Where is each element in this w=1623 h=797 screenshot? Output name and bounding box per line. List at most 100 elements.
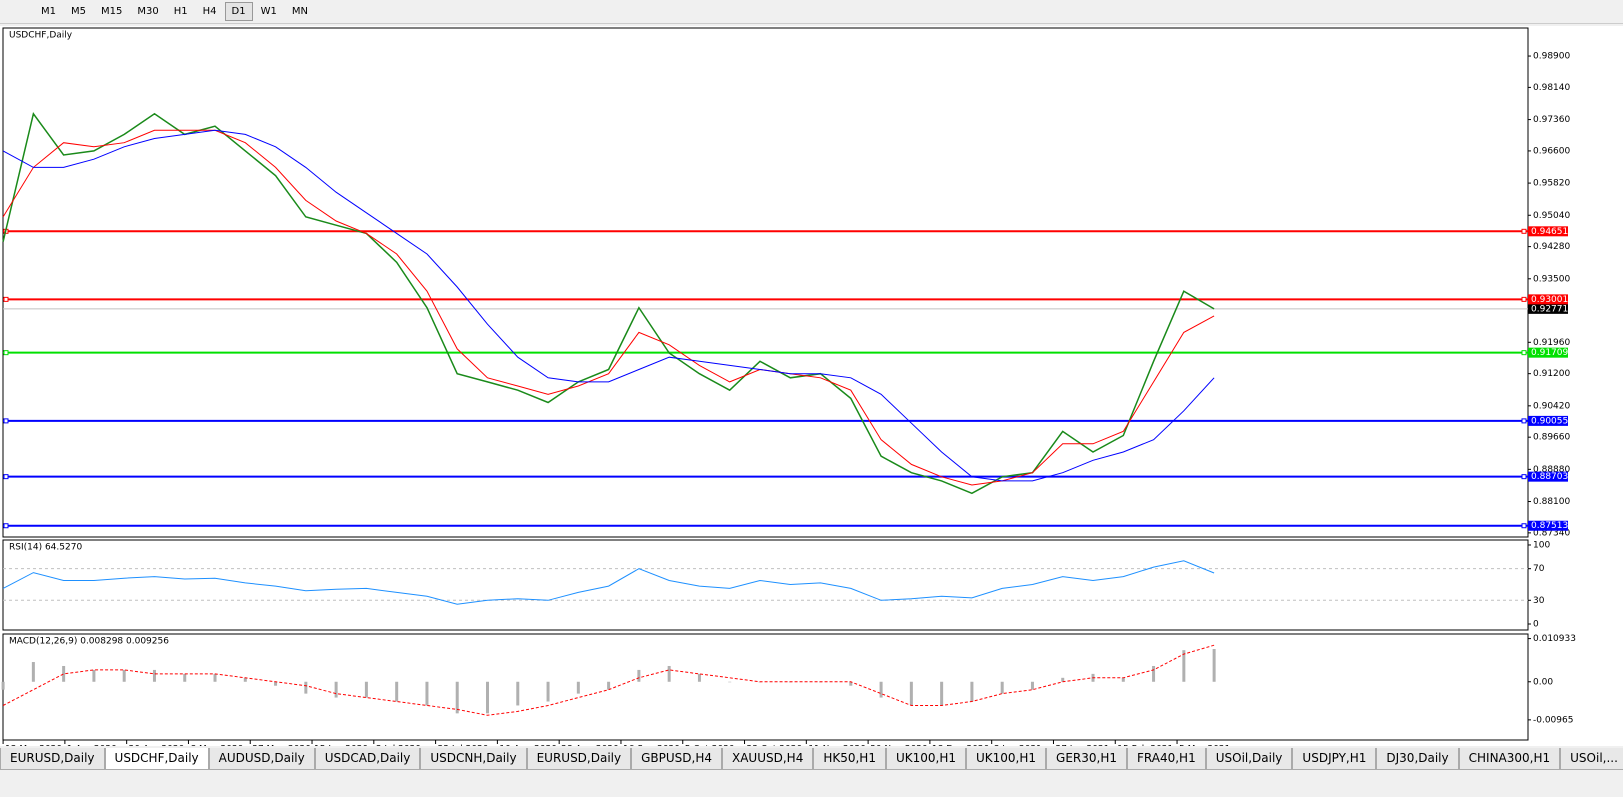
level-label: 0.93001: [1531, 295, 1568, 305]
histogram-bar: [152, 669, 156, 682]
histogram-bar: [304, 681, 308, 694]
histogram-bar: [183, 673, 187, 682]
chart-tab[interactable]: GER30,H1: [1046, 748, 1127, 770]
level-handle: [3, 350, 9, 356]
chart-tab[interactable]: HK50,H1: [813, 748, 886, 770]
timeframe-button[interactable]: M5: [71, 6, 86, 17]
histogram-bar: [395, 681, 399, 702]
chart-tab[interactable]: USDCHF,Daily: [104, 748, 209, 770]
series-line: [2, 129, 1215, 486]
x-tick-label: 16 Sep 2020: [623, 745, 680, 747]
x-tick-label: 22 Jul 2020: [438, 745, 489, 747]
chart-tab[interactable]: FRA40,H1: [1127, 748, 1206, 770]
chart-tab[interactable]: XAUUSD,H4: [722, 748, 814, 770]
timeframe-button[interactable]: H4: [202, 6, 217, 17]
x-tick-label: 15 Jun 2020: [314, 745, 368, 747]
timeframe-toolbar: M1 M5 M15 M30 H1 H4 D1 W1 MN: [0, 0, 1623, 24]
level-label-box: [1528, 471, 1568, 482]
x-tick-label: 8 Jan 2021: [994, 745, 1042, 747]
histogram-bar: [455, 681, 459, 714]
y-tick-label: 0.90420: [1533, 401, 1570, 411]
histogram-bar: [364, 681, 368, 698]
chart: USDCHF,Daily 0.98900 0.98140 0.97360 0.96600…: [0, 26, 1623, 746]
current-price-box: [1528, 303, 1568, 314]
y-tick-label: 0.93500: [1533, 274, 1570, 284]
level-label-box: [1528, 347, 1568, 358]
histogram-bar: [92, 669, 96, 682]
x-tick-label: 1 Apr 2020: [67, 745, 117, 747]
x-tick-label: 8 May 2020: [190, 745, 243, 747]
x-tick-label: 27 May 2020: [252, 745, 311, 747]
y-tick-label: 0.95820: [1533, 179, 1570, 189]
x-tick-label: 11 Nov 2020: [808, 745, 866, 747]
histogram-bar: [213, 673, 217, 682]
series-line: [2, 129, 1215, 482]
histogram-bar: [425, 681, 429, 706]
series-line: [2, 644, 1215, 716]
y-tick-label: 100: [1533, 540, 1550, 550]
histogram-bar: [940, 681, 944, 706]
level-handle: [3, 474, 9, 480]
histogram-bar: [637, 669, 641, 682]
level-handle: [3, 523, 9, 529]
histogram-bar: [1152, 665, 1156, 682]
chart-background: [0, 26, 1623, 746]
x-tick-label: 5 Mar 2021: [1179, 745, 1230, 747]
x-tick-label: 30 Nov 2020: [870, 745, 928, 747]
level-handle: [1521, 418, 1527, 424]
series-line: [2, 560, 1215, 605]
y-tick-label: 30: [1533, 596, 1545, 606]
histogram-bar: [1030, 681, 1034, 690]
histogram-bar: [62, 665, 66, 682]
x-tick-label: 13 Mar 2020: [5, 745, 62, 747]
chart-tab[interactable]: USDJPY,H1: [1292, 748, 1377, 770]
histogram-bar: [546, 681, 550, 702]
chart-tab[interactable]: CHINA300,H1: [1458, 748, 1561, 770]
chart-tab[interactable]: AUDUSD,Daily: [208, 748, 315, 770]
x-tick-label: 18 Dec 2020: [932, 745, 990, 747]
histogram-bar: [486, 681, 490, 714]
x-tick-label: 10 Aug 2020: [499, 745, 557, 747]
chart-tab[interactable]: UK100,H1: [885, 748, 966, 770]
y-tick-label: 0.94280: [1533, 242, 1570, 252]
chart-tab[interactable]: DJ30,Daily: [1376, 748, 1459, 770]
chart-tab[interactable]: USDCAD,Daily: [314, 748, 421, 770]
chart-tab[interactable]: EURUSD,Daily: [526, 748, 632, 770]
timeframe-button[interactable]: M30: [137, 6, 159, 17]
chart-tab[interactable]: USOil,...: [1560, 748, 1623, 770]
histogram-bar: [909, 681, 913, 706]
histogram-bar: [607, 681, 611, 690]
timeframe-button[interactable]: M15: [101, 6, 123, 17]
histogram-bar: [970, 681, 974, 702]
y-tick-label: 0.89660: [1533, 433, 1570, 443]
timeframe-button[interactable]: D1: [224, 2, 253, 21]
histogram-bar: [31, 662, 35, 682]
chart-tab[interactable]: USDCNH,Daily: [420, 748, 527, 770]
chart-tab[interactable]: UK100,H1: [966, 748, 1047, 770]
timeframe-button[interactable]: W1: [260, 6, 277, 17]
timeframe-button[interactable]: MN: [291, 6, 308, 17]
histogram-bar: [1, 681, 5, 690]
histogram-bar: [728, 681, 732, 683]
histogram-bar: [1121, 677, 1125, 682]
panel-title: RSI(14) 64.5270: [9, 543, 82, 553]
chart-tab[interactable]: EURUSD,Daily: [0, 748, 105, 770]
x-tick-label: 27 Jan 2021: [1055, 745, 1109, 747]
level-handle: [3, 296, 9, 302]
histogram-bar: [697, 673, 701, 682]
y-tick-label: -0.00965: [1533, 715, 1573, 725]
chart-tab[interactable]: USOil,Daily: [1205, 748, 1293, 770]
level-label: 0.91709: [1531, 348, 1568, 358]
histogram-bar: [274, 681, 278, 686]
panel-title: USDCHF,Daily: [9, 31, 73, 41]
histogram-bar: [576, 681, 580, 694]
timeframe-button[interactable]: H1: [173, 6, 188, 17]
timeframe-button[interactable]: M1: [41, 6, 56, 17]
y-tick-label: 0.87340: [1533, 528, 1570, 538]
chart-tab[interactable]: GBPUSD,H4: [631, 748, 722, 770]
x-tick-label: 3 Jul 2020: [376, 745, 421, 747]
level-handle: [1521, 350, 1527, 356]
y-tick-label: 0.95040: [1533, 211, 1570, 221]
y-tick-label: 0: [1533, 619, 1539, 629]
y-tick-label: 0.98900: [1533, 52, 1570, 62]
